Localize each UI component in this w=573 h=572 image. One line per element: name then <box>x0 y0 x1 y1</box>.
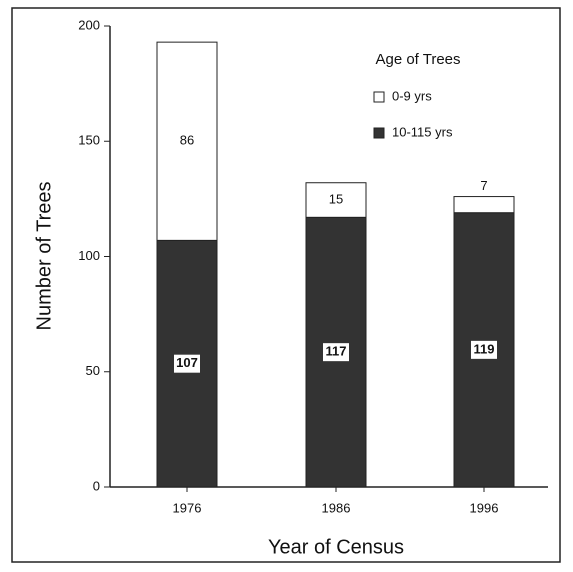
label-box <box>471 340 497 359</box>
data-label: 107 <box>176 355 198 370</box>
bar-segment <box>156 41 218 241</box>
label-box <box>323 343 349 362</box>
legend-swatch <box>373 127 385 139</box>
x-tick-label: 1996 <box>470 500 499 515</box>
legend-label: 10-115 yrs <box>392 124 453 139</box>
label-box <box>174 354 200 373</box>
legend-label: 0-9 yrs <box>392 88 432 103</box>
data-label: 117 <box>326 344 347 359</box>
y-tick-label: 50 <box>86 363 100 378</box>
y-axis-label: Number of Trees <box>33 182 55 331</box>
legend-swatch <box>373 91 385 103</box>
bar-segment <box>453 196 515 214</box>
y-tick-label: 150 <box>78 133 100 148</box>
bar-segment <box>305 182 367 218</box>
legend-title: Age of Trees <box>375 51 460 68</box>
data-label: 119 <box>474 341 495 356</box>
x-axis-label: Year of Census <box>268 536 404 558</box>
frame <box>11 7 561 563</box>
y-tick-label: 0 <box>93 478 100 493</box>
y-tick-label: 200 <box>78 17 100 32</box>
x-tick-label: 1976 <box>173 500 202 515</box>
y-tick-label: 100 <box>78 248 100 263</box>
data-label: 15 <box>329 191 343 206</box>
data-label: 7 <box>480 178 487 193</box>
x-tick-label: 1986 <box>322 500 351 515</box>
data-label: 86 <box>180 133 194 148</box>
